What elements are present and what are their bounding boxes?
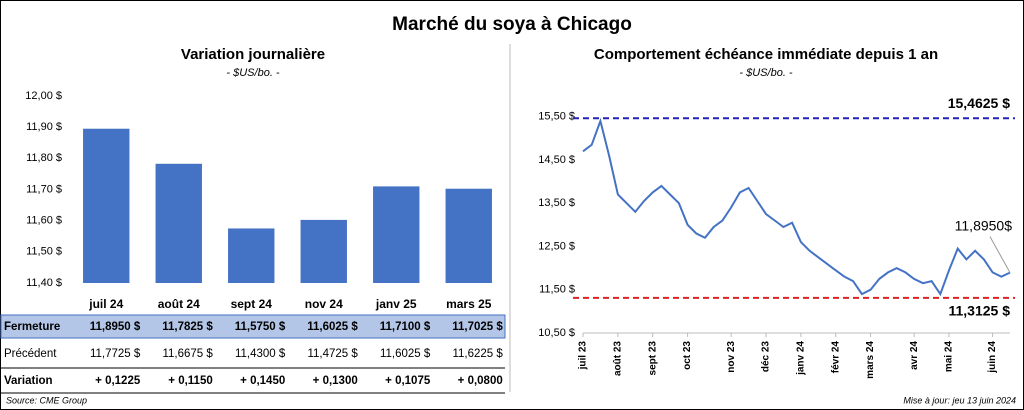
reference-label: 11,3125 $ bbox=[948, 303, 1010, 319]
y-tick-label: 12,50 $ bbox=[538, 240, 575, 252]
reference-label: 15,4625 $ bbox=[948, 95, 1010, 111]
bar bbox=[300, 219, 347, 283]
x-tick-label: nov 23 bbox=[726, 341, 737, 373]
y-tick-label: 13,50 $ bbox=[538, 197, 575, 209]
table-cell: 11,7025 $ bbox=[452, 321, 503, 333]
table-cell: 11,4300 $ bbox=[235, 348, 286, 360]
x-tick-label: juil 24 bbox=[88, 297, 123, 311]
x-tick-label: oct 23 bbox=[682, 341, 693, 370]
y-tick-label: 12,00 $ bbox=[25, 90, 62, 102]
x-tick-label: août 23 bbox=[612, 341, 623, 376]
y-tick-label: 11,80 $ bbox=[26, 152, 62, 164]
bar bbox=[373, 186, 420, 283]
chart-title: Variation journalière bbox=[181, 46, 325, 63]
x-tick-label: janv 24 bbox=[795, 341, 806, 376]
x-tick-label: mai 24 bbox=[944, 341, 955, 373]
page-title: Marché du soya à Chicago bbox=[392, 14, 632, 35]
x-tick-label: sept 23 bbox=[647, 341, 658, 376]
table-cell: 11,7825 $ bbox=[162, 321, 213, 333]
y-tick-label: 11,40 $ bbox=[26, 277, 62, 289]
row-label: Variation bbox=[4, 375, 53, 387]
table-cell: 11,7100 $ bbox=[380, 321, 431, 333]
x-tick-label: avr 24 bbox=[909, 341, 920, 370]
table-cell: 11,7725 $ bbox=[90, 348, 141, 360]
chart-unit: - $US/bo. - bbox=[226, 67, 280, 79]
table-cell: + 0,1300 bbox=[313, 375, 358, 387]
y-tick-label: 11,50 $ bbox=[26, 246, 62, 258]
table-cell: 11,8950 $ bbox=[90, 321, 141, 333]
x-tick-label: févr 24 bbox=[830, 341, 841, 374]
table-cell: 11,6225 $ bbox=[452, 348, 503, 360]
y-tick-label: 11,50 $ bbox=[539, 284, 575, 296]
x-tick-label: déc 23 bbox=[761, 341, 772, 373]
row-label: Précédent bbox=[4, 348, 57, 360]
y-tick-label: 11,60 $ bbox=[26, 215, 62, 227]
table-cell: + 0,1075 bbox=[385, 375, 431, 387]
row-label: Fermeture bbox=[4, 321, 60, 333]
y-tick-label: 15,50 $ bbox=[538, 111, 575, 123]
x-tick-label: août 24 bbox=[158, 297, 200, 311]
y-tick-label: 11,70 $ bbox=[26, 183, 62, 195]
x-tick-label: juin 24 bbox=[987, 341, 998, 374]
table-cell: 11,4725 $ bbox=[307, 348, 358, 360]
table-cell: + 0,1450 bbox=[240, 375, 285, 387]
table-cell: + 0,0800 bbox=[458, 375, 503, 387]
bar bbox=[445, 188, 492, 283]
x-tick-label: nov 24 bbox=[305, 297, 343, 311]
x-tick-label: sept 24 bbox=[231, 297, 273, 311]
table-cell: 11,6675 $ bbox=[162, 348, 213, 360]
chart-unit: - $US/bo. - bbox=[739, 67, 793, 79]
chart-title: Comportement échéance immédiate depuis 1… bbox=[594, 46, 938, 63]
table-cell: + 0,1150 bbox=[168, 375, 212, 387]
table-highlight-row bbox=[0, 314, 506, 339]
annotation: 11,8950$ bbox=[955, 217, 1013, 233]
x-tick-label: juil 23 bbox=[578, 341, 589, 371]
bar bbox=[228, 228, 275, 283]
bar bbox=[83, 128, 130, 283]
bar bbox=[155, 163, 202, 283]
table-cell: 11,6025 $ bbox=[380, 348, 431, 360]
x-tick-label: janv 25 bbox=[375, 297, 417, 311]
update-note: Mise à jour: jeu 13 juin 2024 bbox=[903, 395, 1016, 405]
annotation-leader bbox=[989, 236, 1011, 273]
table-cell: 11,6025 $ bbox=[307, 321, 358, 333]
y-tick-label: 10,50 $ bbox=[538, 327, 575, 339]
table-cell: 11,5750 $ bbox=[235, 321, 286, 333]
source-note: Source: CME Group bbox=[6, 395, 87, 405]
table-cell: + 0,1225 bbox=[95, 375, 141, 387]
x-tick-label: mars 24 bbox=[865, 341, 876, 379]
x-tick-label: mars 25 bbox=[446, 297, 492, 311]
y-tick-label: 11,90 $ bbox=[26, 121, 62, 133]
y-tick-label: 14,50 $ bbox=[538, 154, 575, 166]
price-line bbox=[582, 117, 1011, 297]
